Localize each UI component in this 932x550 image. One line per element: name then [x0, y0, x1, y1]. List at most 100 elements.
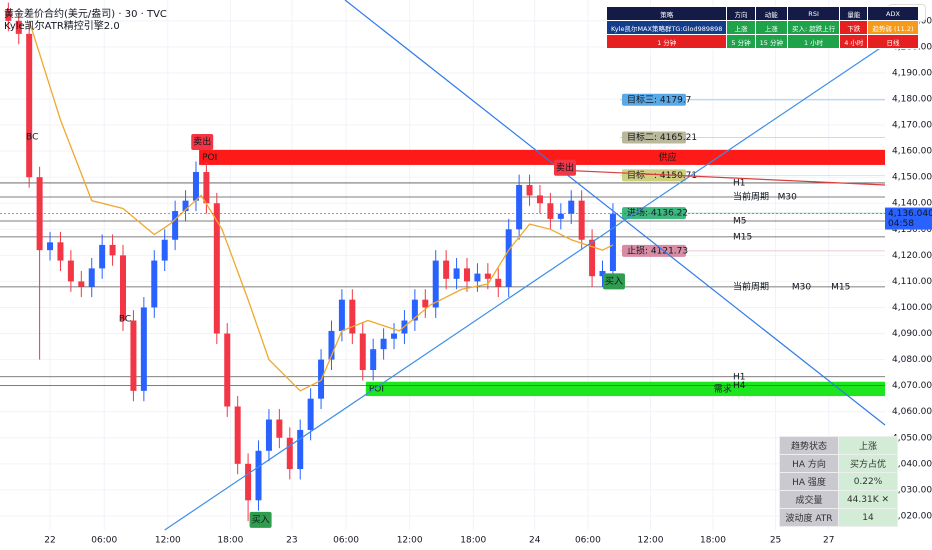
y-tick-label: 4,060.000	[892, 407, 932, 417]
x-tick-label: 06:00	[91, 536, 117, 546]
x-tick-label: 06:00	[333, 536, 359, 546]
table-header: ADX	[867, 6, 919, 21]
y-tick-label: 4,120.000	[892, 251, 932, 261]
table-cell: 1 小时	[786, 34, 841, 49]
y-tick-label: 4,040.000	[892, 459, 932, 469]
table-cell: 44.31K ✕	[838, 490, 898, 509]
candle-body	[578, 200, 585, 240]
level-label: M15	[733, 232, 752, 242]
table-row: HA 方向 买方占优	[779, 454, 898, 473]
table-cell: 下跌	[839, 20, 869, 35]
candle-body	[140, 307, 147, 391]
candle-body	[505, 229, 512, 287]
trendline	[555, 169, 886, 186]
candle-body	[192, 171, 199, 201]
candle-body	[182, 200, 189, 212]
x-tick-label: 06:00	[575, 536, 601, 546]
table-cell: 上涨	[754, 20, 788, 35]
candle-body	[172, 211, 179, 240]
table-cell: 买方占优	[838, 454, 898, 473]
candle-body	[57, 242, 64, 261]
candle-body	[349, 299, 356, 334]
x-tick-label: 12:00	[155, 536, 181, 546]
target-label: 止损: 4121.73	[627, 244, 688, 256]
candle-body	[484, 273, 491, 279]
candle-body	[526, 185, 533, 196]
x-tick-label: 12:00	[397, 536, 423, 546]
target-box	[622, 93, 686, 106]
candle-body	[516, 185, 523, 230]
candle-body	[453, 268, 460, 279]
candle-body	[213, 203, 220, 334]
candle-body	[203, 171, 210, 204]
table-cell: 上涨	[726, 20, 756, 35]
candle-body	[88, 268, 95, 287]
target-label: 目标三: 4179.7	[627, 93, 691, 105]
signal-box	[191, 134, 214, 151]
candle-body	[338, 299, 345, 331]
candle-body	[463, 268, 470, 282]
candle-body	[130, 320, 137, 391]
table-cell: 14	[838, 508, 898, 527]
candle-body	[26, 33, 33, 178]
candle-body	[151, 260, 158, 308]
candle-body	[245, 463, 252, 501]
candle-body	[432, 260, 439, 308]
table-cell: 成交量	[779, 490, 839, 509]
y-tick-label: 4,110.000	[892, 277, 932, 287]
candle-body	[422, 299, 429, 308]
table-row: HA 强度 0.22%	[779, 472, 898, 491]
y-tick-label: 4,090.000	[892, 329, 932, 339]
signal-label: 买入	[252, 514, 270, 525]
target-box	[622, 169, 686, 182]
signal-label: 买入	[605, 276, 623, 287]
table-cell: 15 分钟	[754, 34, 788, 49]
target-box	[622, 207, 686, 220]
table-cell: 趋势弱 (11.2)	[867, 20, 919, 35]
signal-box	[249, 511, 272, 528]
zone	[199, 149, 885, 165]
candle-body	[15, 20, 22, 34]
candle-body	[568, 200, 575, 214]
candle-body	[67, 260, 74, 282]
table-cell: HA 方向	[779, 454, 839, 473]
moving-average	[28, 20, 614, 392]
candle-body	[120, 255, 127, 321]
x-tick-label: 24	[529, 536, 541, 546]
candle-body	[224, 333, 231, 407]
trendline	[344, 0, 886, 426]
y-tick-label: 4,180.000	[892, 95, 932, 105]
signal-label: 卖出	[556, 161, 574, 173]
table-row: 波动度 ATR 14	[779, 508, 898, 527]
candle-body	[36, 177, 43, 251]
indicator-name: Kyle凯尔ATR精控引擎2.0	[4, 21, 120, 32]
signal-label: 卖出	[193, 136, 211, 148]
level-label: H1	[733, 178, 746, 188]
table-row: 成交量 44.31K ✕	[779, 490, 898, 509]
price-tag-label: 4,136.040	[888, 209, 932, 219]
table-cell: 波动度 ATR	[779, 508, 839, 527]
candle-body	[443, 260, 450, 279]
level-label: H4	[733, 381, 746, 391]
candle-body	[599, 270, 606, 277]
table-header: 动能	[754, 6, 788, 21]
candle-body	[557, 213, 564, 219]
candle-body	[328, 330, 335, 360]
candle-body	[47, 242, 54, 251]
table-header: 量能	[839, 6, 869, 21]
candle-body	[265, 419, 272, 451]
candle-body	[276, 419, 283, 438]
table-cell: 0.22%	[838, 472, 898, 491]
candle-body	[286, 437, 293, 470]
candle-body	[359, 333, 366, 371]
table-header: RSI	[786, 6, 841, 21]
level-label: 当前周期 M30 M15	[733, 280, 850, 292]
zone-label: 需求	[714, 382, 732, 394]
x-tick-label: 23	[286, 536, 297, 546]
x-tick-label: 18:00	[217, 536, 243, 546]
x-tick-label: 18:00	[460, 536, 486, 546]
level-label: H1	[733, 372, 746, 382]
x-tick-label: 25	[770, 536, 781, 546]
target-box	[622, 131, 686, 144]
